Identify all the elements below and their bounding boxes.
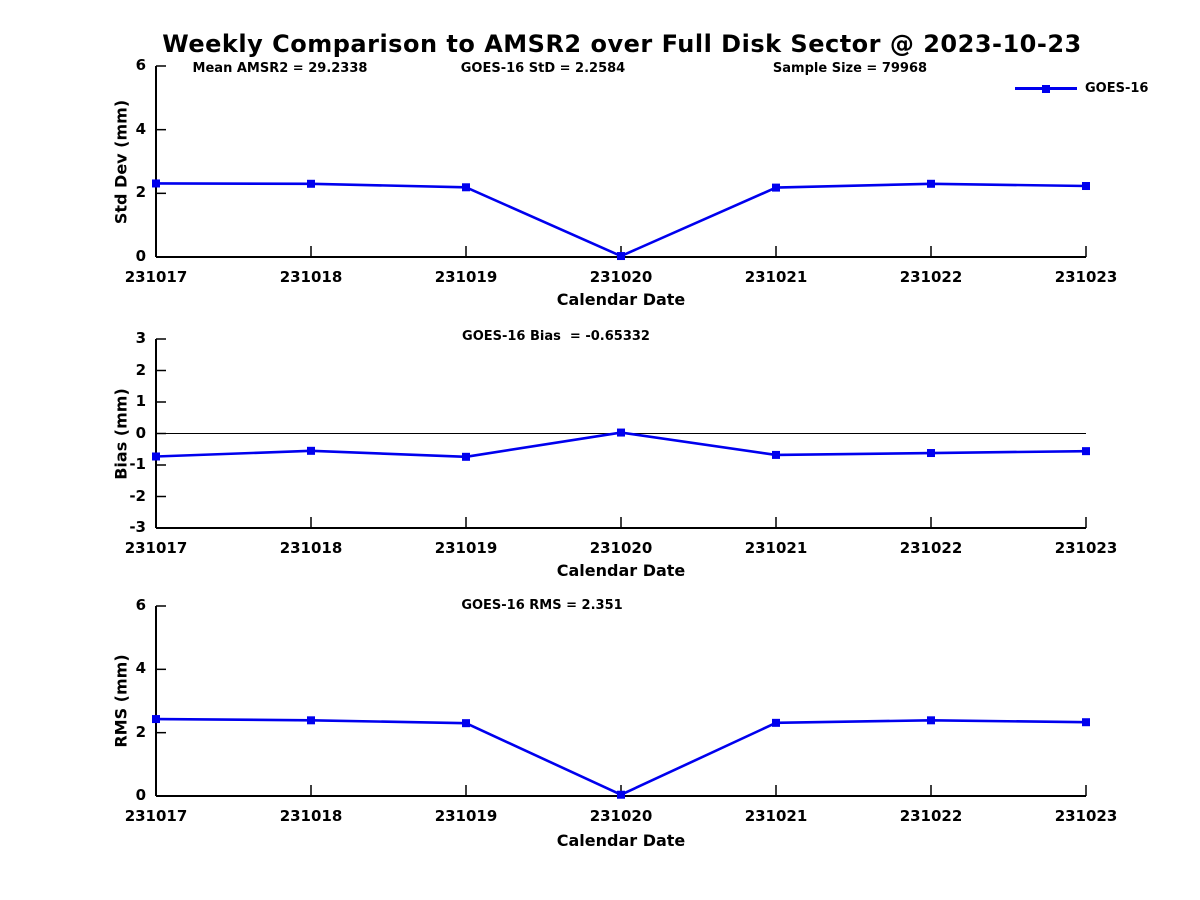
legend-label: GOES-16 [1085,81,1149,96]
ylabel-std-dev: Std Dev (mm) [111,99,131,225]
xlabel-panel2: Calendar Date [556,561,686,580]
data-point-marker [307,179,315,188]
data-point-marker [152,715,160,724]
data-point-marker [772,183,780,192]
chart-title: Weekly Comparison to AMSR2 over Full Dis… [162,30,1082,58]
data-point-marker [772,450,780,459]
data-point-marker [1082,447,1090,456]
annotation-mean-amsr2: Mean AMSR2 = 29.2338 [192,61,368,76]
data-point-marker [617,252,625,261]
goes16-series-line [154,717,1088,797]
data-point-marker [307,446,315,455]
ylabel-rms: RMS (mm) [111,654,131,748]
legend-line-sample [1015,84,1077,93]
data-point-marker [152,452,160,461]
data-point-marker [772,718,780,727]
data-point-marker [927,449,935,458]
annotation-goes16-bias: GOES-16 Bias = -0.65332 [462,329,650,344]
data-point-marker [927,179,935,188]
data-point-marker [1082,182,1090,191]
data-point-marker [462,183,470,192]
xlabel-panel1: Calendar Date [556,290,686,309]
annotation-goes16-rms: GOES-16 RMS = 2.351 [461,598,623,613]
data-point-marker [1082,718,1090,727]
data-point-marker [462,452,470,461]
annotation-goes16-std: GOES-16 StD = 2.2584 [460,61,626,76]
data-point-marker [617,790,625,799]
data-point-marker [152,179,160,188]
xlabel-panel3: Calendar Date [556,831,686,850]
data-point-marker [617,428,625,437]
goes16-series-line [154,182,1088,258]
data-point-marker [462,719,470,728]
data-point-marker [927,716,935,725]
legend-square-marker-icon [1042,84,1050,93]
ylabel-bias: Bias (mm) [111,388,131,480]
legend: GOES-16 [1015,80,1148,97]
data-point-marker [307,716,315,725]
annotation-sample-size: Sample Size = 79968 [772,61,928,76]
